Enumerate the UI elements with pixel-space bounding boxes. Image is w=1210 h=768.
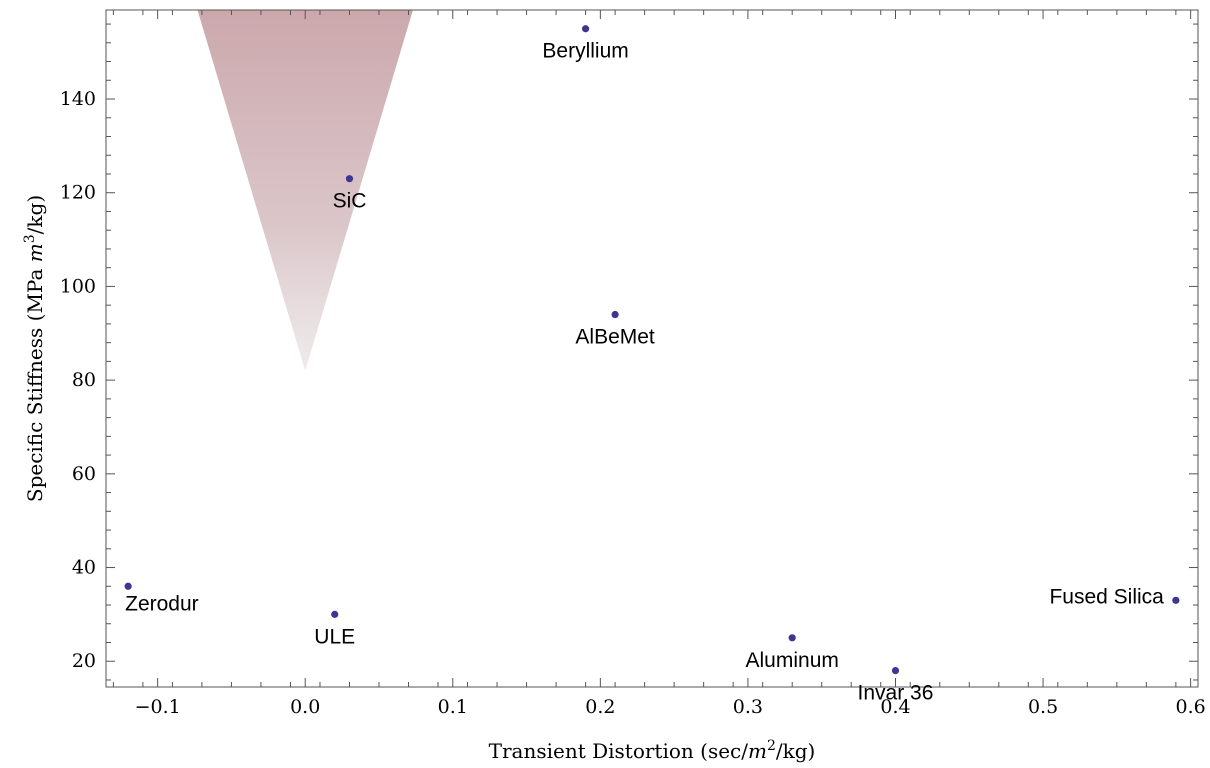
data-point — [1172, 596, 1180, 604]
data-point — [891, 667, 900, 675]
x-tick-label: 0.6 — [1176, 696, 1206, 718]
x-tick-label: 0.3 — [733, 696, 763, 718]
y-tick-label: 120 — [60, 182, 96, 204]
x-tick-label: 0.5 — [1028, 696, 1058, 718]
y-tick-label: 60 — [72, 463, 96, 485]
data-point — [331, 610, 339, 618]
x-tick-label: −0.1 — [135, 696, 181, 718]
y-tick-label: 20 — [72, 650, 96, 672]
point-label: Invar 36 — [858, 682, 934, 705]
y-tick-label: 40 — [72, 557, 96, 579]
x-tick-label: 0.0 — [290, 696, 320, 718]
point-label: Fused Silica — [1049, 585, 1164, 608]
data-point — [611, 310, 619, 319]
point-label: Aluminum — [746, 649, 839, 672]
point-label: AlBeMet — [575, 326, 655, 349]
y-tick-label: 100 — [60, 275, 96, 297]
data-point — [345, 175, 354, 183]
data-point — [788, 634, 796, 642]
y-axis-title: Specific Stiffness (MPa m3/kg) — [22, 195, 47, 502]
y-tick-label: 140 — [60, 88, 96, 110]
x-axis-title: Transient Distortion (sec/m2/kg) — [489, 738, 816, 763]
point-label: Beryllium — [542, 40, 628, 63]
shaded-region — [197, 10, 413, 371]
point-label: Zerodur — [125, 592, 199, 615]
y-tick-label: 80 — [72, 369, 96, 391]
point-label: SiC — [333, 190, 367, 213]
x-tick-label: 0.2 — [585, 696, 615, 718]
x-tick-label: 0.1 — [438, 696, 468, 718]
point-label: ULE — [314, 625, 355, 648]
data-point — [124, 582, 132, 590]
x-tick-label: 0.4 — [880, 696, 910, 718]
data-point — [581, 25, 590, 33]
plot-frame — [105, 9, 1199, 688]
